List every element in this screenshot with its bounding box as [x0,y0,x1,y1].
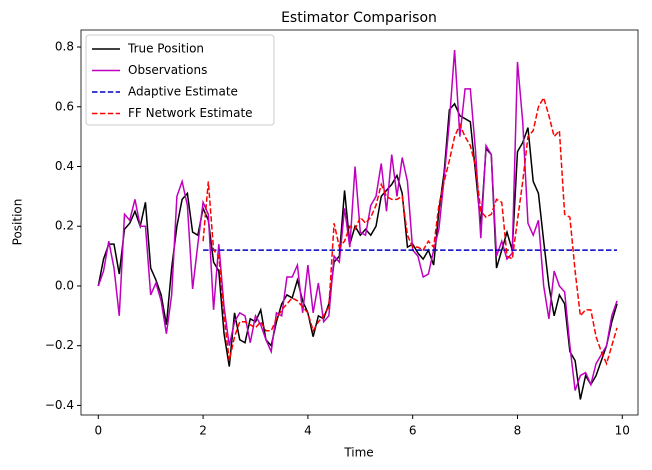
y-axis-label: Position [11,199,25,246]
y-tick-label: −0.2 [45,338,74,352]
y-tick-label: 0.0 [55,278,74,292]
legend-box [85,34,275,126]
x-tick-label: 0 [94,424,102,438]
y-tick-label: 0.6 [55,99,74,113]
y-tick-label: 0.4 [55,159,74,173]
y-tick-label: −0.4 [45,398,74,412]
legend-label: True Position [127,42,204,56]
line-series [202,95,618,366]
legend-label: Observations [128,63,207,77]
x-tick-label: 2 [199,424,207,438]
x-tick-label: 6 [409,424,417,438]
y-tick-label: 0.8 [55,40,74,54]
legend-label: Adaptive Estimate [128,85,238,99]
x-tick-label: 8 [514,424,522,438]
y-tick-label: 0.2 [55,219,74,233]
x-tick-label: 10 [615,424,630,438]
line-series [97,49,618,391]
x-tick-label: 4 [304,424,312,438]
x-axis-label: Time [343,446,373,460]
chart-title: Estimator Comparison [281,10,437,26]
legend-label: FF Network Estimate [128,106,253,120]
line-series [97,102,618,400]
plot-frame [80,29,639,416]
